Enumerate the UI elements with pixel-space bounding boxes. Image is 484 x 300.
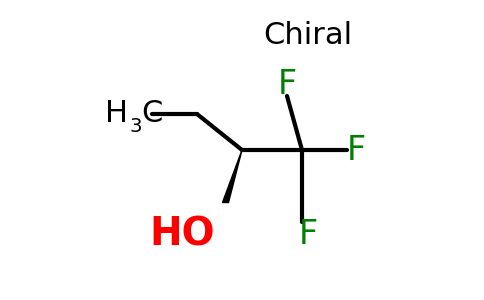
Text: F: F: [347, 134, 365, 166]
Text: 3: 3: [130, 116, 142, 136]
Text: H: H: [105, 100, 128, 128]
Text: F: F: [298, 218, 318, 250]
Text: Chiral: Chiral: [263, 22, 352, 50]
Polygon shape: [223, 150, 242, 202]
Text: HO: HO: [149, 215, 215, 253]
Text: C: C: [141, 100, 163, 128]
Text: F: F: [277, 68, 297, 100]
